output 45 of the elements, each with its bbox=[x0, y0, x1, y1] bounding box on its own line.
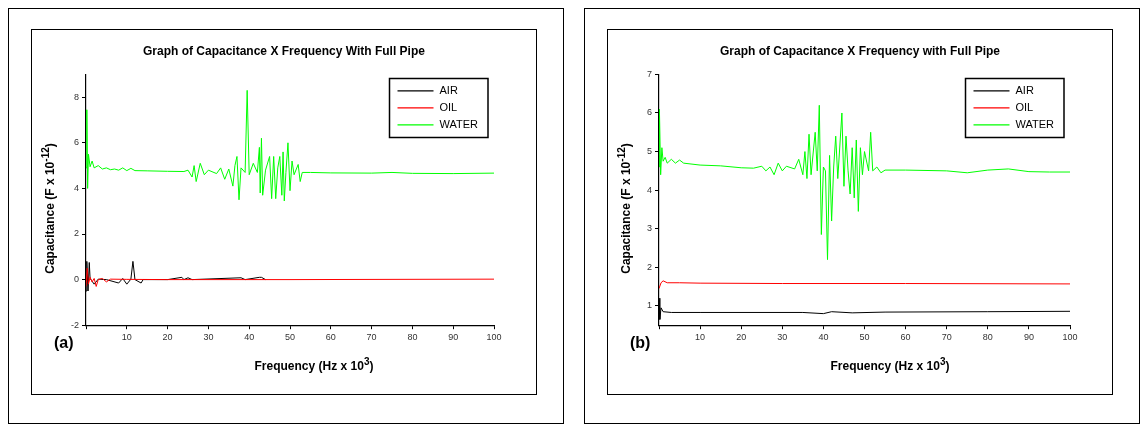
legend-label: WATER bbox=[439, 117, 479, 130]
x-tick-label: 70 bbox=[366, 332, 377, 343]
chart-title: Graph of Capacitance X Frequency With Full Pipe bbox=[142, 44, 426, 58]
x-tick-label: 10 bbox=[121, 332, 132, 343]
legend-label: WATER bbox=[1015, 117, 1055, 130]
legend-label: OIL bbox=[439, 100, 458, 113]
x-tick-label: 90 bbox=[1023, 332, 1034, 343]
legend-label: AIR bbox=[1015, 83, 1034, 96]
legend-label: AIR bbox=[439, 83, 458, 96]
x-tick-label: 40 bbox=[244, 332, 255, 343]
text: (b) bbox=[630, 334, 651, 352]
y-tick-label: 2 bbox=[646, 261, 653, 272]
chart-title: Graph of Capacitance X Frequency with Full Pipe bbox=[718, 44, 1002, 58]
x-tick-label: 90 bbox=[448, 332, 459, 343]
y-tick-label: 0 bbox=[73, 274, 79, 285]
x-tick-label: 50 bbox=[859, 332, 870, 343]
y-tick-label: 2 bbox=[73, 228, 79, 239]
y-tick-label: 1 bbox=[646, 300, 653, 311]
x-tick-label: 20 bbox=[736, 332, 747, 343]
x-tick-label: 30 bbox=[777, 332, 788, 343]
y-tick-label: 6 bbox=[73, 137, 79, 148]
x-tick-label: 80 bbox=[982, 332, 993, 343]
y-tick-label: 6 bbox=[646, 107, 653, 118]
y-tick-label: 3 bbox=[646, 223, 653, 234]
x-tick-label: 20 bbox=[162, 332, 173, 343]
text: (a) bbox=[54, 334, 74, 352]
y-tick-label: -2 bbox=[70, 319, 79, 330]
x-tick-label: 60 bbox=[900, 332, 911, 343]
y-tick-label: 8 bbox=[73, 91, 79, 102]
legend-label: OIL bbox=[1015, 100, 1034, 113]
x-axis-title: Frequency (Hz x 10$^{3}$) bbox=[253, 356, 375, 373]
x-tick-label: 40 bbox=[818, 332, 829, 343]
x-tick-label: 60 bbox=[325, 332, 336, 343]
y-tick-label: 4 bbox=[646, 184, 653, 195]
x-axis-title: Frequency (Hz x 10$^{3}$) bbox=[829, 356, 951, 373]
x-tick-label: 30 bbox=[203, 332, 214, 343]
x-tick-label: 70 bbox=[941, 332, 952, 343]
x-tick-label: 50 bbox=[284, 332, 296, 343]
x-tick-label: 80 bbox=[407, 332, 418, 343]
y-tick-label: 4 bbox=[73, 182, 79, 193]
y-tick-label: 5 bbox=[646, 146, 653, 157]
x-tick-label: 100 bbox=[486, 332, 502, 343]
x-tick-label: 100 bbox=[1062, 332, 1078, 343]
y-tick-label: 7 bbox=[646, 68, 653, 79]
x-tick-label: 10 bbox=[695, 332, 706, 343]
